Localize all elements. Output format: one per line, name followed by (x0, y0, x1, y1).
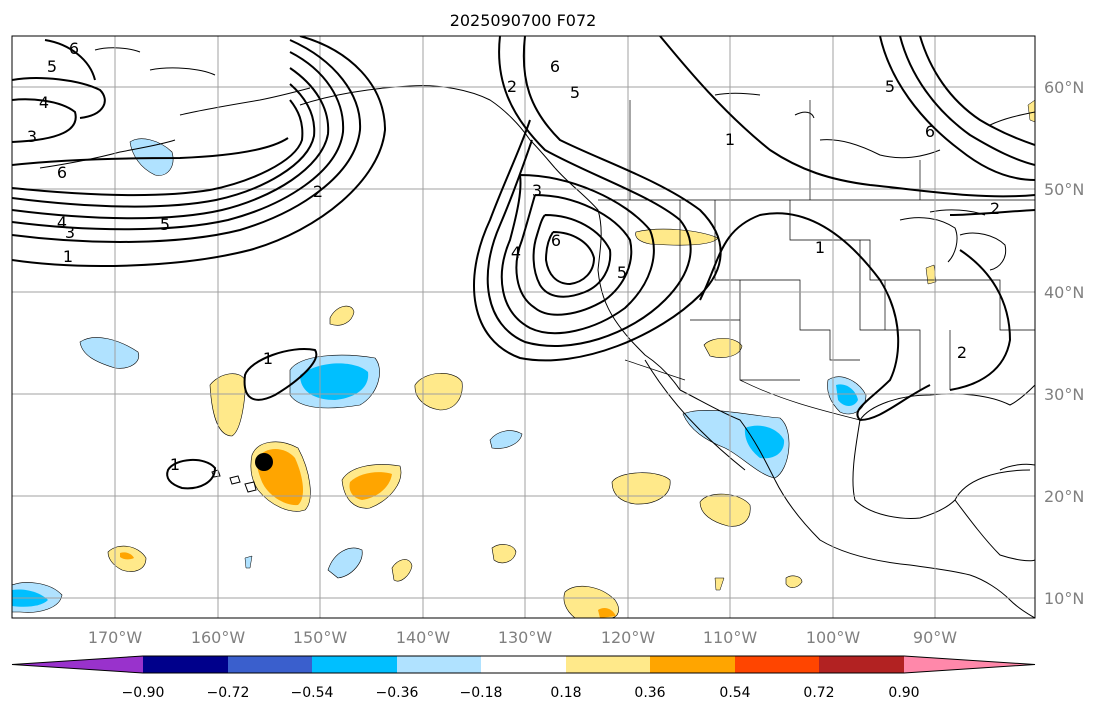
svg-text:110°W: 110°W (703, 628, 758, 647)
svg-text:160°W: 160°W (191, 628, 246, 647)
svg-text:140°W: 140°W (396, 628, 451, 647)
colorbar-segment (566, 656, 650, 673)
colorbar-tick: 0.36 (634, 685, 665, 701)
colorbar-segment (312, 656, 397, 673)
colorbar-segment (735, 656, 819, 673)
svg-text:130°W: 130°W (498, 628, 553, 647)
svg-text:100°W: 100°W (806, 628, 861, 647)
svg-text:5: 5 (47, 57, 57, 76)
contour-lines (12, 36, 1035, 490)
colorbar-extend-high (904, 656, 1035, 673)
political-borders (598, 100, 1035, 421)
svg-text:2: 2 (313, 182, 323, 201)
colorbar-tick: 0.90 (888, 685, 919, 701)
map-border (11, 35, 1036, 619)
map-title: 2025090700 F072 (450, 11, 597, 30)
longitude-labels: 170°W 160°W 150°W 140°W 130°W 120°W 110°… (88, 628, 957, 647)
colorbar-tick: 0.72 (803, 685, 834, 701)
colorbar-segment (819, 656, 904, 673)
svg-text:120°W: 120°W (601, 628, 656, 647)
svg-text:60°N: 60°N (1044, 78, 1084, 97)
colorbar-tick-labels: −0.90 −0.72 −0.54 −0.36 −0.18 0.18 0.36 … (122, 685, 920, 701)
colorbar-tick: −0.90 (122, 685, 165, 701)
svg-text:1: 1 (725, 130, 735, 149)
svg-text:1: 1 (63, 247, 73, 266)
svg-text:5: 5 (885, 77, 895, 96)
colorbar-segment (397, 656, 481, 673)
svg-text:5: 5 (617, 263, 627, 282)
svg-text:4: 4 (57, 213, 67, 232)
colorbar-segment (228, 656, 312, 673)
svg-text:20°N: 20°N (1044, 487, 1084, 506)
svg-text:4: 4 (511, 243, 521, 262)
svg-text:50°N: 50°N (1044, 180, 1084, 199)
svg-text:10°N: 10°N (1044, 589, 1084, 608)
colorbar-extend-low (12, 656, 143, 673)
colorbar-segment (143, 656, 228, 673)
svg-text:170°W: 170°W (88, 628, 143, 647)
colorbar-tick: 0.54 (719, 685, 750, 701)
svg-text:6: 6 (551, 231, 561, 250)
svg-text:3: 3 (27, 127, 37, 146)
svg-text:4: 4 (39, 93, 49, 112)
svg-text:2: 2 (957, 343, 967, 362)
svg-text:1: 1 (263, 349, 273, 368)
colorbar-tick: −0.54 (291, 685, 334, 701)
colorbar-tick: −0.18 (460, 685, 503, 701)
contour-labels: 1 3 4 5 2 6 3 4 5 6 2 3 4 6 5 6 5 1 1 2 … (27, 39, 1000, 474)
svg-text:6: 6 (69, 39, 79, 58)
svg-text:3: 3 (65, 223, 75, 242)
svg-text:30°N: 30°N (1044, 385, 1084, 404)
colorbar (11, 655, 1036, 674)
svg-text:5: 5 (160, 215, 170, 234)
svg-text:6: 6 (925, 122, 935, 141)
svg-text:150°W: 150°W (293, 628, 348, 647)
svg-text:90°W: 90°W (913, 628, 957, 647)
map-area: 1 3 4 5 2 6 3 4 5 6 2 3 4 6 5 6 5 1 1 2 … (12, 36, 1035, 618)
svg-text:1: 1 (170, 455, 180, 474)
colorbar-tick: 0.18 (550, 685, 581, 701)
colorbar-segment (481, 656, 566, 673)
svg-text:2: 2 (507, 77, 517, 96)
colorbar-outline (11, 655, 1036, 674)
svg-text:5: 5 (570, 83, 580, 102)
svg-text:40°N: 40°N (1044, 283, 1084, 302)
storm-center-marker (255, 453, 273, 471)
svg-text:3: 3 (532, 181, 542, 200)
svg-text:6: 6 (57, 163, 67, 182)
svg-text:2: 2 (990, 199, 1000, 218)
graticule (12, 36, 1035, 618)
colorbar-segment (650, 656, 735, 673)
latitude-labels: 60°N 50°N 40°N 30°N 20°N 10°N (1044, 78, 1084, 608)
svg-text:1: 1 (815, 238, 825, 257)
svg-text:6: 6 (550, 57, 560, 76)
colorbar-tick: −0.72 (207, 685, 250, 701)
colorbar-tick: −0.36 (376, 685, 419, 701)
